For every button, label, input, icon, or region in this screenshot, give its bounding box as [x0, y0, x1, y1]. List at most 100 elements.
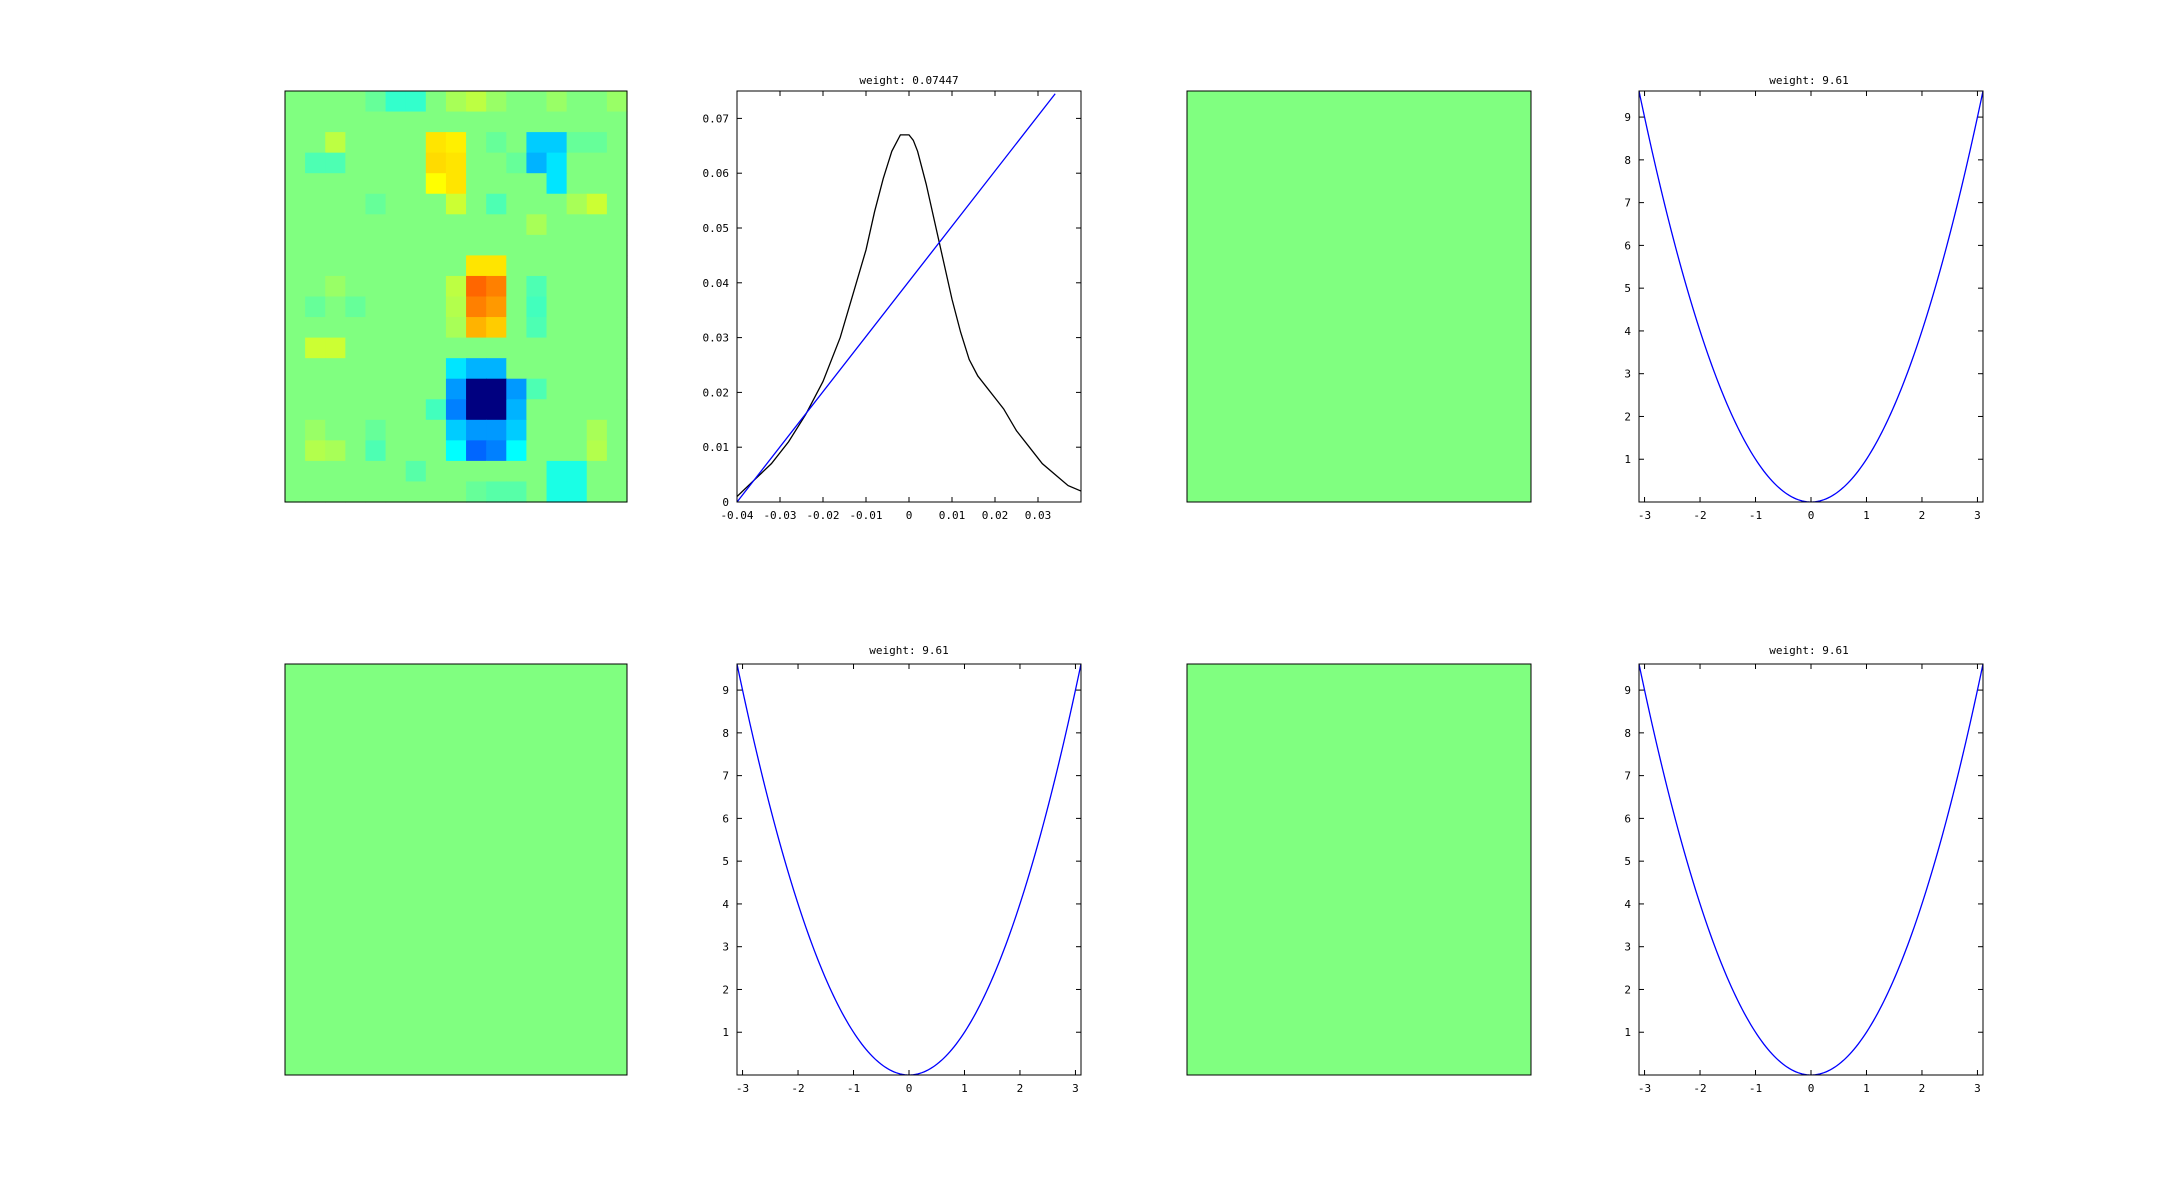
heatmap-cell — [325, 378, 346, 400]
y-tick-label: 8 — [1624, 154, 1631, 167]
heatmap-cell — [345, 111, 367, 133]
heatmap-cell — [546, 275, 568, 298]
heatmap-cell — [285, 173, 306, 195]
x-tick-label: 0 — [906, 509, 913, 522]
heatmap-cell — [365, 193, 387, 215]
heatmap-cell — [606, 399, 628, 421]
heatmap-cell — [506, 234, 528, 256]
heatmap-cell — [506, 173, 528, 195]
heatmap-cell — [606, 358, 628, 380]
heatmap-cell — [466, 317, 487, 339]
heatmap-cell — [586, 111, 608, 133]
heatmap-cell — [566, 337, 588, 359]
series-line-1 — [1639, 664, 1983, 1075]
heatmap-cell — [466, 419, 487, 441]
x-tick-label: 2 — [1919, 509, 1926, 522]
y-tick-label: 1 — [722, 1026, 729, 1039]
heatmap-cell — [506, 481, 528, 503]
y-tick-label: 3 — [722, 941, 729, 954]
heatmap-cell — [566, 91, 588, 113]
heatmap-cell — [425, 214, 447, 236]
heatmap-cell — [526, 193, 548, 215]
heatmap-cell — [425, 399, 447, 421]
heatmap-cell — [345, 91, 367, 113]
heatmap-cell — [425, 378, 447, 400]
heatmap-cell — [546, 193, 568, 215]
heatmap-cell — [546, 255, 568, 277]
heatmap-cell — [285, 358, 306, 380]
y-tick-label: 8 — [722, 727, 729, 740]
series-line-1 — [737, 134, 1081, 497]
heatmap-cell — [325, 317, 346, 339]
heatmap-cell — [305, 255, 326, 277]
y-tick-label: 0.02 — [703, 386, 730, 399]
heatmap-cell — [486, 460, 507, 483]
heatmap-cell — [526, 481, 548, 503]
heatmap-cell — [546, 399, 568, 421]
heatmap-cell — [566, 460, 588, 483]
heatmap-cell — [566, 419, 588, 441]
heatmap-cell — [586, 234, 608, 256]
heatmap-cell — [486, 399, 507, 421]
heatmap-cell — [606, 193, 628, 215]
heatmap-cell — [325, 91, 346, 113]
heatmap-cell — [566, 255, 588, 277]
heatmap-cell — [305, 234, 326, 256]
heatmap-cell — [425, 132, 447, 154]
heatmap-cell — [325, 399, 346, 421]
heatmap-cell — [546, 378, 568, 400]
heatmap-cell — [365, 255, 387, 277]
heatmap-cell — [405, 317, 427, 339]
heatmap-cell — [566, 193, 588, 215]
heatmap-cell — [285, 132, 306, 154]
heatmap-cell — [305, 91, 326, 113]
heatmap-cell — [325, 358, 346, 380]
heatmap-cell — [305, 440, 326, 462]
heatmap-cell — [345, 317, 367, 339]
heatmap-cell — [405, 358, 427, 380]
heatmap-cell — [385, 337, 407, 359]
heatmap-cell — [445, 152, 467, 174]
x-tick-label: 0 — [906, 1082, 913, 1095]
y-tick-label: 0.06 — [703, 167, 730, 180]
heatmap-cell — [305, 193, 326, 215]
heatmap-cell — [526, 111, 548, 133]
heatmap-cell — [425, 255, 447, 277]
heatmap-cell — [305, 111, 326, 133]
heatmap-cell — [285, 440, 306, 462]
y-tick-label: 7 — [722, 770, 729, 783]
heatmap-cell — [486, 378, 507, 400]
y-tick-label: 0.07 — [703, 112, 730, 125]
heatmap-cell — [325, 152, 346, 174]
heatmap-cell — [606, 111, 628, 133]
heatmap-cell — [586, 317, 608, 339]
heatmap-panel-4 — [1186, 663, 1532, 1076]
heatmap-cell — [405, 399, 427, 421]
heatmap-cell — [506, 193, 528, 215]
heatmap-cell — [425, 152, 447, 174]
heatmap-cell — [606, 234, 628, 256]
heatmap-cell — [385, 152, 407, 174]
heatmap-cell — [365, 378, 387, 400]
heatmap-cell — [425, 440, 447, 462]
heatmap-cell — [586, 275, 608, 298]
heatmap-cell — [385, 214, 407, 236]
heatmap-cell — [546, 337, 568, 359]
heatmap-cell — [285, 275, 306, 298]
heatmap-panel-2 — [1186, 90, 1532, 503]
heatmap-cell — [466, 399, 487, 421]
heatmap-cell — [546, 234, 568, 256]
heatmap-cell — [466, 152, 487, 174]
heatmap-cell — [526, 132, 548, 154]
heatmap-cell — [425, 91, 447, 113]
y-tick-label: 0.03 — [703, 332, 730, 345]
heatmap-cell — [345, 460, 367, 483]
heatmap-cell — [586, 91, 608, 113]
heatmap-cell — [285, 481, 306, 503]
heatmap-cell — [546, 173, 568, 195]
x-tick-label: 1 — [1863, 1082, 1870, 1095]
y-tick-label: 1 — [1624, 453, 1631, 466]
y-tick-label: 3 — [1624, 368, 1631, 381]
heatmap-cell — [325, 337, 346, 359]
heatmap-cell — [526, 234, 548, 256]
